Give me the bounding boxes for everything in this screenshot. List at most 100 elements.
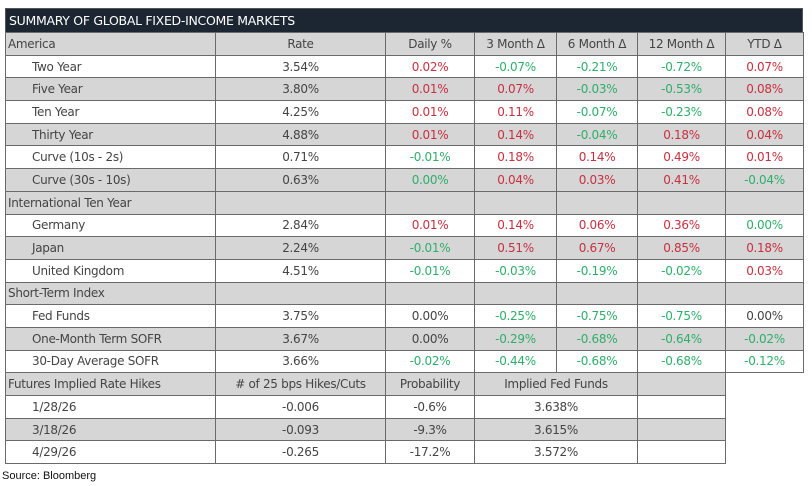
table-cell: -0.07% [474, 54, 557, 79]
table-cell: 3.66% [215, 349, 386, 374]
table-cell: 0.67% [556, 236, 638, 260]
table-cell: 0.49% [637, 145, 726, 170]
table-cell: 0.63% [215, 168, 386, 192]
table-row: Germany 2.84% 0.01% 0.14% 0.06% 0.36% 0.00% [5, 213, 804, 238]
table-cell: -0.25% [474, 304, 557, 328]
row-label: Fed Funds [5, 304, 216, 328]
table-cell: 2.24% [215, 236, 386, 260]
table-cell: -0.02% [637, 258, 726, 283]
table-cell [725, 281, 804, 306]
table-cell [474, 190, 557, 215]
table-cell [637, 440, 726, 465]
table-row: Curve (30s - 10s) 0.63% 0.00% 0.04% 0.03% 0.4… [5, 168, 804, 192]
table-cell: 4.88% [215, 122, 386, 147]
column-header: Daily % [385, 32, 475, 56]
table-cell: 0.18% [725, 236, 804, 260]
table-cell: -0.02% [725, 326, 804, 351]
row-label: United Kingdom [5, 258, 216, 283]
table-cell: 0.03% [725, 258, 804, 283]
table-cell: 0.06% [556, 213, 638, 238]
table-cell: 3.615% [474, 417, 638, 442]
table-cell: 0.51% [474, 236, 557, 260]
row-label: Short-Term Index [5, 281, 216, 306]
table-cell: -0.68% [556, 326, 638, 351]
column-header: # of 25 bps Hikes/Cuts [215, 372, 386, 396]
table-cell [637, 190, 726, 215]
table-cell: -0.01% [385, 145, 475, 170]
row-label: 1/28/26 [5, 395, 216, 419]
column-header: Implied Fed Funds [474, 372, 638, 396]
table-cell: -0.21% [556, 54, 638, 79]
row-label: Curve (30s - 10s) [5, 168, 216, 192]
table-row: Ten Year 4.25% 0.01% 0.11% -0.07% -0.23% 0.08% [5, 100, 804, 124]
table-row: Two Year 3.54% 0.02% -0.07% -0.21% -0.72% 0.07… [5, 54, 804, 79]
table-cell: 0.04% [474, 168, 557, 192]
table-cell: 0.08% [725, 77, 804, 102]
table-row: 1/28/26 -0.006 -0.6% 3.638% [5, 395, 804, 419]
table-cell: -0.02% [385, 349, 475, 374]
table-cell: -0.53% [637, 77, 726, 102]
section-row: International Ten Year [5, 190, 804, 215]
table-cell: -0.44% [474, 349, 557, 374]
table-cell: 0.00% [385, 304, 475, 328]
table-cell: 3.572% [474, 440, 638, 465]
table-cell: 0.14% [556, 145, 638, 170]
table-cell: -0.01% [385, 236, 475, 260]
row-label: Germany [5, 213, 216, 238]
table-cell [215, 190, 386, 215]
table-cell: -0.04% [725, 168, 804, 192]
table-cell: 0.71% [215, 145, 386, 170]
table-cell: -0.03% [474, 258, 557, 283]
table-cell: -0.75% [556, 304, 638, 328]
column-header: 12 Month Δ [637, 32, 726, 56]
table-cell: 0.00% [725, 213, 804, 238]
table-cell: 0.07% [725, 54, 804, 79]
table-cell: 0.85% [637, 236, 726, 260]
table-cell: -0.64% [637, 326, 726, 351]
table-cell: -0.68% [556, 349, 638, 374]
row-label: 30-Day Average SOFR [5, 349, 216, 374]
table-title: SUMMARY OF GLOBAL FIXED-INCOME MARKETS [5, 8, 803, 32]
row-label: Futures Implied Rate Hikes [5, 372, 216, 396]
table-cell: 0.04% [725, 122, 804, 147]
table-cell: 3.54% [215, 54, 386, 79]
table-cell: 0.00% [385, 326, 475, 351]
source-note: Source: Bloomberg [2, 470, 97, 482]
table-cell: -0.093 [215, 417, 386, 442]
table-cell: -0.75% [637, 304, 726, 328]
table-row: Japan 2.24% -0.01% 0.51% 0.67% 0.85% 0.18% [5, 236, 804, 260]
fixed-income-summary: SUMMARY OF GLOBAL FIXED-INCOME MARKETS A… [5, 8, 804, 465]
table-cell [556, 190, 638, 215]
table-cell [637, 281, 726, 306]
table-cell [474, 281, 557, 306]
table-cell: -9.3% [385, 417, 475, 442]
table-cell [725, 190, 804, 215]
table-cell [556, 281, 638, 306]
table-cell: 0.08% [725, 100, 804, 124]
table-row: Thirty Year 4.88% 0.01% 0.14% -0.04% 0.18% 0.0… [5, 122, 804, 147]
table-cell: 3.638% [474, 395, 638, 419]
column-header [637, 372, 726, 396]
header-row: Futures Implied Rate Hikes # of 25 bps Hi… [5, 372, 804, 396]
table-row: 4/29/26 -0.265 -17.2% 3.572% [5, 440, 804, 465]
table-cell: 0.01% [385, 122, 475, 147]
table-row: 3/18/26 -0.093 -9.3% 3.615% [5, 417, 804, 442]
table-cell: 0.01% [385, 213, 475, 238]
table-cell [385, 190, 475, 215]
table-cell: -0.23% [637, 100, 726, 124]
table-cell: 0.36% [637, 213, 726, 238]
column-header: YTD Δ [725, 32, 804, 56]
table-row: Curve (10s - 2s) 0.71% -0.01% 0.18% 0.14% 0.4… [5, 145, 804, 170]
table-cell: 0.41% [637, 168, 726, 192]
column-header: Rate [215, 32, 386, 56]
table-cell: -0.03% [556, 77, 638, 102]
table-row: Five Year 3.80% 0.01% 0.07% -0.03% -0.53% 0.08… [5, 77, 804, 102]
table-cell: -0.6% [385, 395, 475, 419]
table-cell: -0.12% [725, 349, 804, 374]
row-label: Curve (10s - 2s) [5, 145, 216, 170]
table-cell: -0.68% [637, 349, 726, 374]
row-label: America [5, 32, 216, 56]
table-row: Fed Funds 3.75% 0.00% -0.25% -0.75% -0.75% 0.0… [5, 304, 804, 328]
